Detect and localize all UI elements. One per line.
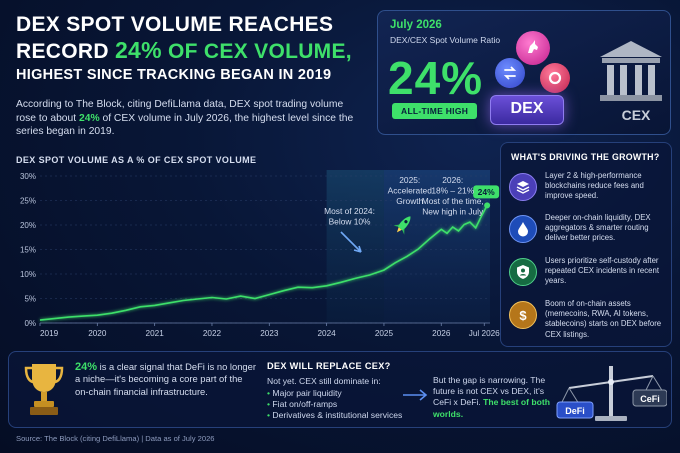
- series-line: [39, 205, 488, 321]
- headline-line2: RECORD 24% OF CEX VOLUME,: [16, 37, 366, 65]
- intro-before: According to The Block, citing DefiLlama…: [16, 99, 344, 124]
- dex-platform: [490, 95, 564, 125]
- rocket-icon: [393, 216, 411, 235]
- x-tick-label: 2024: [318, 329, 337, 338]
- driver-item-liquidity: Deeper on-chain liquidity, DEX aggregato…: [509, 213, 669, 257]
- cex-label: CEX: [621, 107, 651, 123]
- drivers-panel: WHAT'S DRIVING THE GROWTH? Layer 2 & hig…: [500, 142, 672, 347]
- intro-paragraph: According to The Block, citing DefiLlama…: [16, 98, 361, 139]
- list-item: Fiat on/off-ramps: [267, 399, 402, 410]
- x-tick-label: 2019: [40, 329, 59, 338]
- cefi-label: CeFi: [640, 394, 660, 404]
- driver-item-layer2: Layer 2 & high-performance blockchains r…: [509, 171, 669, 215]
- dex-replace-cex-subtitle: Not yet. CEX still dominate in:: [267, 376, 381, 386]
- x-tick-label: 2025: [375, 329, 394, 338]
- bottom-right-text: But the gap is narrowing. The future is …: [433, 375, 553, 420]
- headline: DEX SPOT VOLUME REACHES RECORD 24% OF CE…: [16, 12, 366, 85]
- stat-value: 24%: [388, 52, 484, 104]
- stat-date: July 2026: [390, 19, 442, 31]
- annotation-2026: 2026:: [442, 175, 463, 185]
- y-tick-label: 5%: [24, 295, 36, 304]
- driver-item-self-custody: Users prioritize self-custody after repe…: [509, 256, 669, 300]
- dex-replace-cex-title: DEX WILL REPLACE CEX?: [267, 361, 391, 371]
- down-arrow-icon: [340, 231, 362, 253]
- y-tick-label: 15%: [20, 246, 36, 255]
- list-item: Major pair liquidity: [267, 388, 402, 399]
- all-time-high-badge: ALL-TIME HIGH: [392, 103, 478, 119]
- driver-text: Users prioritize self-custody after repe…: [545, 256, 659, 286]
- x-tick-label: Jul 2026: [469, 329, 500, 338]
- annotation-2026: Most of the time,: [422, 196, 484, 206]
- headline-line1: DEX SPOT VOLUME REACHES: [16, 13, 334, 36]
- shield-user-icon: [509, 258, 537, 286]
- bottom-left-text: 24% is a clear signal that DeFi is no lo…: [75, 361, 257, 398]
- headline-record: RECORD: [16, 40, 109, 63]
- headline-pct: 24%: [114, 37, 162, 63]
- bottom-right-body: But the gap is narrowing. The future is …: [433, 375, 546, 408]
- x-tick-label: 2020: [88, 329, 107, 338]
- ring-coin-icon: [540, 63, 570, 93]
- headline-of-cex: OF CEX VOLUME,: [168, 40, 352, 63]
- layers-icon: [509, 173, 537, 201]
- bottom-left-body: is a clear signal that DeFi is no longer…: [75, 361, 256, 397]
- balance-scale-icon: DeFi CeFi: [556, 366, 667, 421]
- stat-card: July 2026 DEX/CEX Spot Volume Ratio 24% …: [377, 10, 671, 135]
- drivers-title: WHAT'S DRIVING THE GROWTH?: [511, 152, 660, 162]
- bottom-panel: 24% is a clear signal that DeFi is no lo…: [8, 351, 672, 428]
- y-tick-label: 25%: [20, 197, 36, 206]
- annotation-2025: Growth: [396, 196, 423, 206]
- cex-dominance-list: Major pair liquidity Fiat on/off-ramps D…: [267, 388, 402, 421]
- trophy-icon: [24, 364, 64, 415]
- source-note: Source: The Block (citing DefiLlama) | D…: [16, 434, 215, 443]
- x-tick-label: 2023: [260, 329, 279, 338]
- end-label: 24%: [478, 187, 495, 197]
- volume-line-chart: 0% 5% 10% 15% 20% 25% 30% 2019 2020 2021 2022 2023…: [20, 170, 500, 338]
- dollar-coin-icon: $: [509, 301, 537, 329]
- x-tick-label: 2026: [432, 329, 451, 338]
- headline-line3: HIGHEST SINCE TRACKING BEGAN IN 2019: [16, 67, 332, 83]
- best-of-both-worlds: The best of both worlds.: [433, 397, 550, 419]
- annotation-2024: Most of 2024:: [324, 206, 375, 216]
- y-tick-label: 20%: [20, 221, 36, 230]
- swap-coin-icon: [495, 58, 525, 88]
- annotation-2024: Below 10%: [329, 217, 371, 227]
- driver-item-onchain-assets: $ Boom of on-chain assets (memecoins, RW…: [509, 299, 669, 343]
- annotation-2026: New high in July: [422, 207, 484, 217]
- x-tick-label: 2021: [146, 329, 165, 338]
- intro-pct: 24%: [78, 112, 100, 124]
- y-tick-label: 0%: [24, 319, 36, 328]
- defi-label: DeFi: [565, 406, 585, 416]
- annotation-2025: Accelerated: [388, 186, 433, 196]
- annotation-2025: 2025:: [399, 175, 420, 185]
- dex-label: DEX: [510, 100, 544, 117]
- list-item: Derivatives & institutional services: [267, 410, 402, 421]
- bank-building-icon: [600, 41, 662, 101]
- annotation-2026: 18% – 21%: [431, 186, 474, 196]
- end-label-badge: [473, 185, 500, 199]
- driver-text: Deeper on-chain liquidity, DEX aggregato…: [545, 213, 651, 243]
- bottom-left-pct: 24%: [75, 361, 98, 373]
- x-tick-label: 2022: [203, 329, 222, 338]
- chart-title: DEX SPOT VOLUME AS A % OF CEX SPOT VOLUM…: [16, 155, 257, 165]
- band-2025-2026: [383, 170, 490, 323]
- droplet-icon: [509, 215, 537, 243]
- arrow-right-icon: [403, 389, 428, 401]
- unicorn-coin-icon: [516, 31, 550, 65]
- end-point: [484, 202, 491, 209]
- driver-text: Boom of on-chain assets (memecoins, RWA,…: [545, 299, 662, 339]
- y-tick-label: 10%: [20, 270, 36, 279]
- driver-text: Layer 2 & high-performance blockchains r…: [545, 171, 644, 201]
- y-tick-label: 30%: [20, 172, 36, 181]
- intro-after: of CEX volume in July 2026, the highest …: [16, 112, 354, 138]
- stat-subtitle: DEX/CEX Spot Volume Ratio: [390, 35, 501, 45]
